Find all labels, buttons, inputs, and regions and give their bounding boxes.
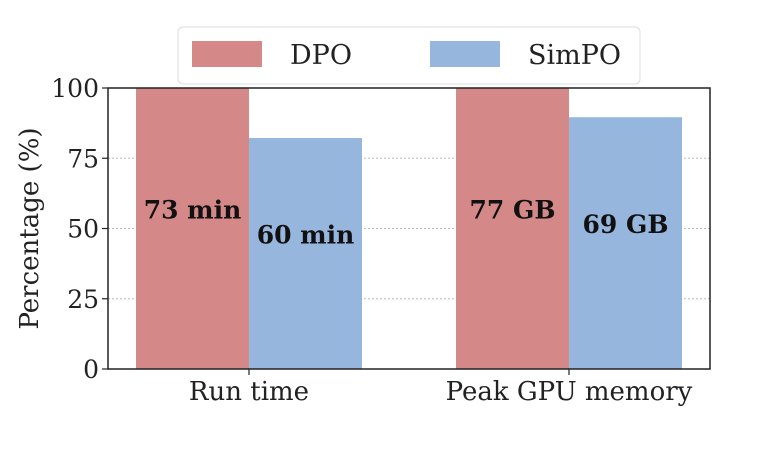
data-label: 60 min	[257, 221, 355, 250]
y-tick-label: 100	[51, 74, 99, 103]
legend-swatch-simpo	[430, 41, 500, 67]
legend-label: DPO	[290, 40, 352, 71]
bar-dpo	[456, 88, 569, 369]
y-tick-label: 0	[83, 355, 99, 384]
y-tick-label: 25	[67, 285, 99, 314]
data-label: 77 GB	[470, 196, 556, 225]
bar-dpo	[136, 88, 249, 369]
x-tick-label: Run time	[189, 377, 309, 407]
data-label: 69 GB	[583, 210, 669, 239]
y-tick-label: 75	[67, 144, 99, 173]
legend-swatch-dpo	[192, 41, 262, 67]
y-tick-label: 50	[67, 215, 99, 244]
bar-simpo	[249, 138, 362, 369]
legend	[177, 26, 641, 85]
axes-frame	[107, 87, 711, 370]
bar-simpo	[569, 117, 682, 369]
legend-label: SimPO	[528, 40, 621, 71]
y-axis-label: Percentage (%)	[15, 127, 45, 329]
data-label: 73 min	[144, 196, 242, 225]
x-tick-label: Peak GPU memory	[446, 377, 693, 407]
